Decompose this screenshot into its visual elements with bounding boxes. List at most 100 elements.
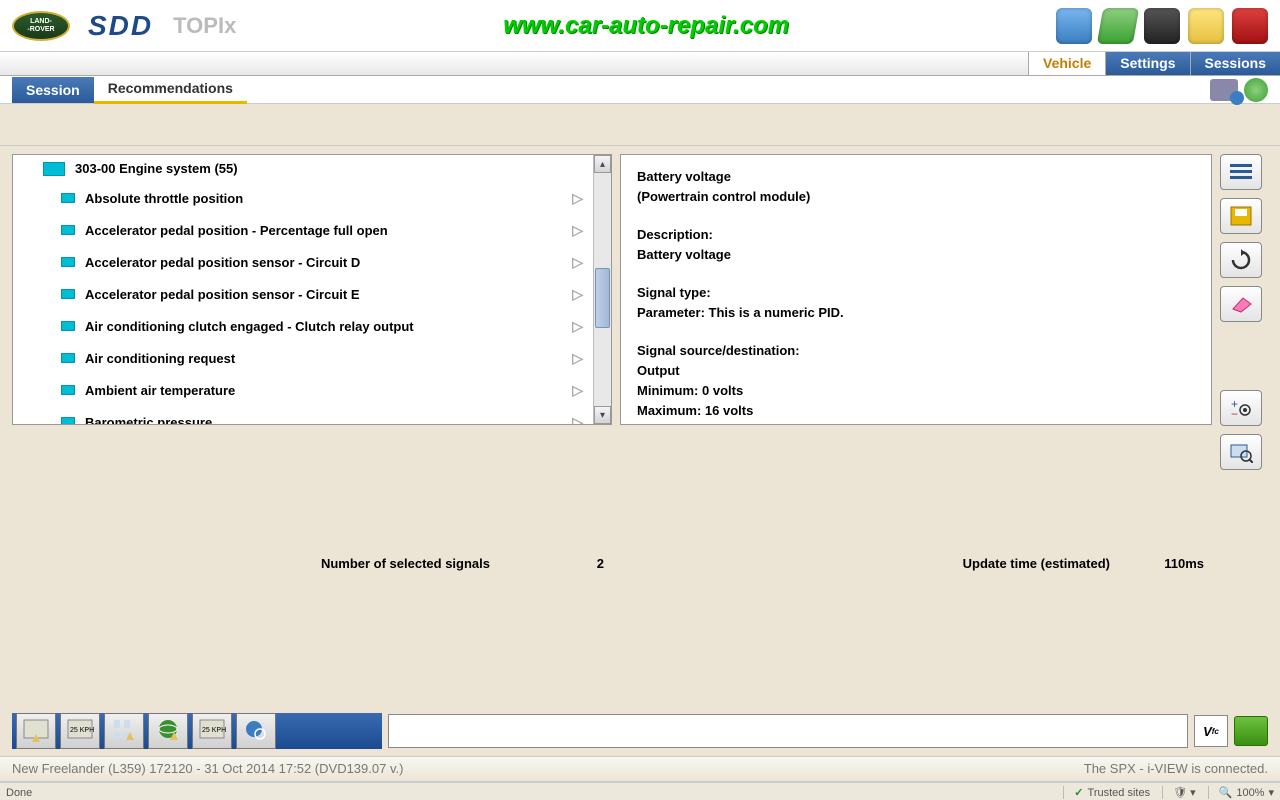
signals-count-label: Number of selected signals <box>321 556 490 571</box>
protected-mode-icon[interactable]: 🛡︎ ▾ <box>1162 786 1196 799</box>
list-view-icon[interactable] <box>1220 154 1262 190</box>
signal-icon <box>61 321 75 331</box>
tree-root-label: 303-00 Engine system (55) <box>75 161 238 176</box>
bottom-toolbar: 25 KPH 25 KPH Vfc <box>0 706 1280 756</box>
vehicle-info-left: New Freelander (L359) 172120 - 31 Oct 20… <box>12 761 403 777</box>
signal-icon <box>61 257 75 267</box>
signal-icon <box>61 353 75 363</box>
tree-item[interactable]: Accelerator pedal position sensor - Circ… <box>13 278 611 310</box>
detail-title: Battery voltage <box>637 167 1195 187</box>
svg-text:25 KPH: 25 KPH <box>70 727 94 734</box>
signals-count-value: 2 <box>510 556 610 571</box>
chevron-right-icon: ▷ <box>572 190 583 207</box>
status-dot-icon <box>1244 78 1268 102</box>
scroll-thumb[interactable] <box>595 268 610 328</box>
svg-text:−: − <box>1231 407 1238 418</box>
tree-item[interactable]: Accelerator pedal position - Percentage … <box>13 214 611 246</box>
camera-disk-icon[interactable] <box>1210 79 1238 101</box>
tool-btn-4[interactable] <box>148 713 188 749</box>
src-value: Output <box>637 361 1195 381</box>
watermark-text: www.car-auto-repair.com <box>236 12 1056 40</box>
beige-spacer <box>0 104 1280 146</box>
update-time-value: 110ms <box>1130 556 1210 571</box>
battery-icon[interactable] <box>1234 716 1268 746</box>
tool-btn-3[interactable] <box>104 713 144 749</box>
update-time-row: Update time (estimated) 110ms <box>620 425 1212 698</box>
tree-item-label: Air conditioning clutch engaged - Clutch… <box>85 319 414 334</box>
tree-item-label: Ambient air temperature <box>85 383 235 398</box>
vehicle-info-bar: New Freelander (L359) 172120 - 31 Oct 20… <box>0 756 1280 782</box>
signal-icon <box>61 289 75 299</box>
subtab-row: Session Recommendations <box>0 76 1280 104</box>
vfc-button[interactable]: Vfc <box>1194 715 1228 747</box>
tree-item-label: Accelerator pedal position sensor - Circ… <box>85 287 360 302</box>
detail-panel: Battery voltage (Powertrain control modu… <box>620 154 1212 425</box>
tool-btn-2[interactable]: 25 KPH <box>60 713 100 749</box>
src-label: Signal source/destination: <box>637 341 1195 361</box>
refresh-icon[interactable] <box>1220 242 1262 278</box>
tool-btn-6[interactable] <box>236 713 276 749</box>
chevron-right-icon: ▷ <box>572 318 583 335</box>
save-disk-icon[interactable] <box>1220 198 1262 234</box>
chevron-right-icon: ▷ <box>572 286 583 303</box>
tree-item-label: Accelerator pedal position - Percentage … <box>85 223 388 238</box>
tree-item-label: Barometric pressure <box>85 415 212 426</box>
tree-item[interactable]: Absolute throttle position▷ <box>13 182 611 214</box>
tab-settings[interactable]: Settings <box>1105 52 1189 75</box>
scroll-up-icon[interactable]: ▴ <box>594 155 611 173</box>
subtab-session[interactable]: Session <box>12 77 94 103</box>
chevron-right-icon: ▷ <box>572 350 583 367</box>
tool-btn-1[interactable] <box>16 713 56 749</box>
signal-icon <box>61 385 75 395</box>
desc-value: Battery voltage <box>637 245 1195 265</box>
zoom-control[interactable]: 🔍 100% ▾ <box>1208 786 1274 799</box>
signals-count-row: Number of selected signals 2 <box>12 425 612 698</box>
vehicle-info-right: The SPX - i-VIEW is connected. <box>1084 761 1268 777</box>
min-value: Minimum: 0 volts <box>637 381 1195 401</box>
chevron-right-icon: ▷ <box>572 382 583 399</box>
notepad-icon[interactable] <box>1144 8 1180 44</box>
command-field[interactable] <box>388 714 1188 748</box>
scroll-down-icon[interactable]: ▾ <box>594 406 611 424</box>
eraser-icon[interactable] <box>1220 286 1262 322</box>
tree-root[interactable]: 303-00 Engine system (55) <box>13 155 611 182</box>
chevron-right-icon: ▷ <box>572 414 583 426</box>
alert-icon[interactable] <box>1232 8 1268 44</box>
signal-icon <box>61 417 75 425</box>
max-value: Maximum: 16 volts <box>637 401 1195 421</box>
main-area: 303-00 Engine system (55) Absolute throt… <box>0 146 1280 706</box>
chevron-right-icon: ▷ <box>572 222 583 239</box>
tool-btn-5[interactable]: 25 KPH <box>192 713 232 749</box>
tree-item[interactable]: Air conditioning request ▷ <box>13 342 611 374</box>
signal-tree-panel: 303-00 Engine system (55) Absolute throt… <box>12 154 612 425</box>
money-icon[interactable] <box>1097 8 1139 44</box>
inspect-icon[interactable] <box>1220 434 1262 470</box>
landrover-logo: LAND--ROVER <box>12 11 70 41</box>
subtab-recommendations[interactable]: Recommendations <box>94 75 247 104</box>
module-icon <box>43 162 65 176</box>
top-nav: Vehicle Settings Sessions <box>0 52 1280 76</box>
desc-label: Description: <box>637 225 1195 245</box>
sdd-logo: SDD <box>88 10 153 42</box>
topix-label[interactable]: TOPIx <box>173 13 236 39</box>
trusted-sites[interactable]: ✓Trusted sites <box>1063 786 1150 799</box>
tree-item-label: Accelerator pedal position sensor - Circ… <box>85 255 360 270</box>
tool-strip: 25 KPH 25 KPH <box>12 713 382 749</box>
tree-item[interactable]: Barometric pressure ▷ <box>13 406 611 425</box>
tree-scrollbar[interactable]: ▴ ▾ <box>593 155 611 424</box>
tree-item[interactable]: Ambient air temperature ▷ <box>13 374 611 406</box>
tree-item[interactable]: Accelerator pedal position sensor - Circ… <box>13 246 611 278</box>
tree-item[interactable]: Air conditioning clutch engaged - Clutch… <box>13 310 611 342</box>
tree-item-label: Air conditioning request <box>85 351 235 366</box>
update-time-label: Update time (estimated) <box>963 556 1110 571</box>
add-view-icon[interactable]: +− <box>1220 390 1262 426</box>
signal-icon <box>61 225 75 235</box>
tab-sessions[interactable]: Sessions <box>1190 52 1280 75</box>
signal-icon <box>61 193 75 203</box>
status-bar: Done ✓Trusted sites 🛡︎ ▾ 🔍 100% ▾ <box>0 782 1280 800</box>
detail-subtitle: (Powertrain control module) <box>637 187 1195 207</box>
header-icon-group <box>1056 8 1268 44</box>
note-icon[interactable] <box>1188 8 1224 44</box>
tab-vehicle[interactable]: Vehicle <box>1028 52 1105 75</box>
monitor-icon[interactable] <box>1056 8 1092 44</box>
